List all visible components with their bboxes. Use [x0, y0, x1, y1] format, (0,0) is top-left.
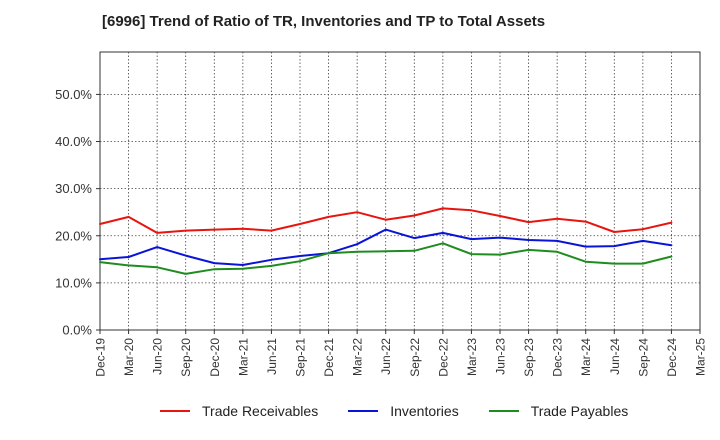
legend-item-trade-payables: Trade Payables	[488, 403, 629, 419]
legend-label-trade-receivables: Trade Receivables	[202, 403, 319, 419]
x-tick-label: Mar-24	[579, 338, 593, 376]
x-tick-label: Jun-22	[379, 338, 393, 375]
series-line-trade-receivables	[99, 207, 673, 234]
x-tick-label: Sep-24	[636, 338, 650, 377]
x-tick-label: Dec-19	[94, 338, 108, 377]
y-tick-label: 0.0%	[62, 323, 92, 338]
legend-label-inventories: Inventories	[390, 403, 459, 419]
x-tick-label: Sep-21	[294, 338, 308, 377]
x-tick-label: Dec-23	[551, 338, 565, 377]
chart-legend: Trade Receivables Inventories Trade Paya…	[160, 403, 658, 419]
y-tick-label: 30.0%	[55, 181, 92, 196]
legend-swatch-inventories	[348, 410, 379, 412]
x-tick-label: Mar-25	[694, 338, 708, 376]
legend-label-trade-payables: Trade Payables	[530, 403, 629, 419]
legend-item-trade-receivables: Trade Receivables	[160, 403, 318, 419]
series-line-trade-payables	[99, 242, 673, 275]
x-tick-label: Jun-21	[265, 338, 279, 375]
x-tick-label: Mar-20	[122, 338, 136, 376]
x-tick-label: Jun-24	[608, 338, 622, 375]
y-tick-label: 50.0%	[55, 87, 92, 102]
x-tick-label: Mar-21	[236, 338, 250, 376]
y-tick-label: 10.0%	[55, 275, 92, 290]
x-tick-label: Jun-23	[494, 338, 508, 375]
x-tick-label: Dec-20	[208, 338, 222, 377]
plot-area	[99, 51, 701, 331]
chart-title: [6996] Trend of Ratio of TR, Inventories…	[102, 13, 546, 30]
y-tick-label: 20.0%	[55, 228, 92, 243]
x-tick-label: Sep-23	[522, 338, 536, 377]
legend-swatch-trade-payables	[488, 410, 519, 412]
legend-item-inventories: Inventories	[348, 403, 459, 419]
series-line-inventories	[99, 228, 673, 266]
x-tick-label: Sep-22	[408, 338, 422, 377]
x-tick-label: Dec-21	[322, 338, 336, 377]
x-tick-label: Mar-22	[351, 338, 365, 376]
legend-swatch-trade-receivables	[160, 410, 190, 412]
x-tick-label: Jun-20	[151, 338, 165, 375]
y-tick-label: 40.0%	[55, 134, 92, 149]
x-tick-label: Mar-23	[465, 338, 479, 376]
x-tick-label: Sep-20	[179, 338, 193, 377]
x-tick-label: Dec-24	[665, 338, 679, 377]
x-tick-label: Dec-22	[436, 338, 450, 377]
